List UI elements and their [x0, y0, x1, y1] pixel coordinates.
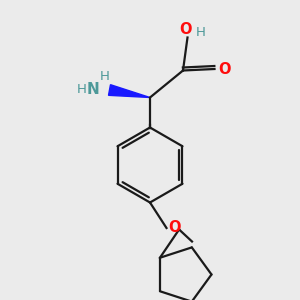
Text: N: N [87, 82, 99, 97]
Text: O: O [169, 220, 181, 236]
Text: H: H [196, 26, 206, 40]
Polygon shape [109, 85, 150, 98]
Text: O: O [180, 22, 192, 37]
Text: H: H [100, 70, 110, 83]
Text: H: H [77, 83, 87, 96]
Text: O: O [219, 61, 231, 76]
